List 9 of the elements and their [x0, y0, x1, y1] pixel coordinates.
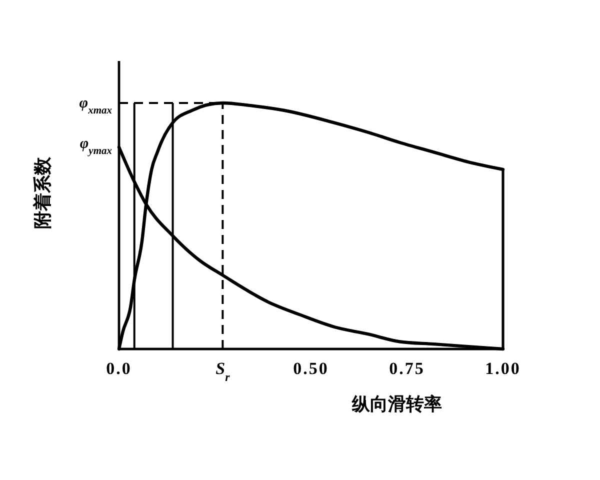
x-tick-label: 1.00	[485, 359, 521, 378]
annotation: φ$_{ymax}$	[80, 136, 112, 156]
ref-line-label: φ$_{xmax}$	[79, 96, 112, 116]
x-tick-label: 0.75	[389, 359, 425, 378]
x-axis-title: 纵向滑转率	[351, 394, 442, 415]
y-axis-title: 附着系数	[32, 156, 54, 229]
x-tick-label: 0.50	[293, 359, 329, 378]
x-tick-label: S$_{r}$	[216, 359, 230, 384]
x-tick-label: 0.0	[106, 359, 132, 378]
